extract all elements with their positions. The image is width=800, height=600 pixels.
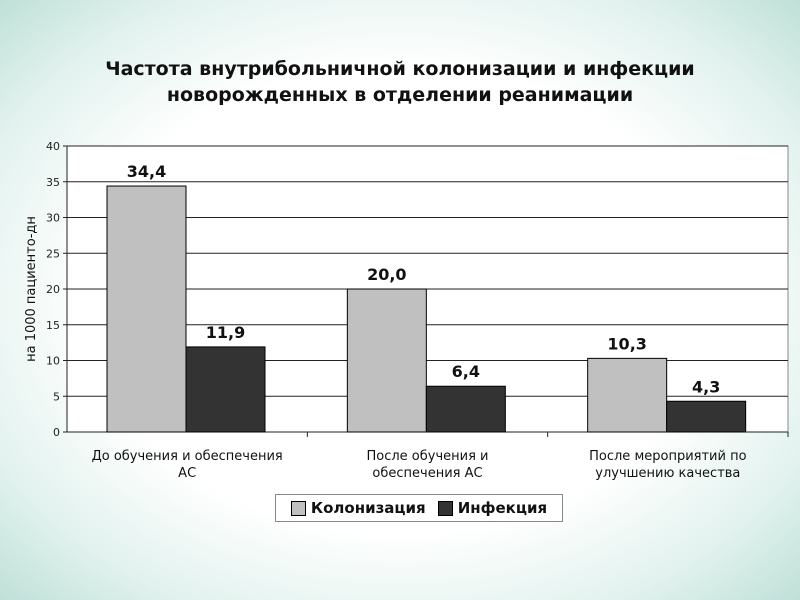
data-label: 20,0: [367, 265, 406, 284]
y-axis-label: на 1000 пациенто-дн: [24, 216, 39, 362]
bars: [106, 185, 747, 433]
legend-swatch-infection: [437, 500, 453, 516]
category-label: обеспечения АС: [372, 466, 482, 481]
category-labels: До обучения и обеспечения АС После обучени…: [92, 449, 747, 481]
chart-title: Частота внутрибольничной колонизации и и…: [60, 56, 740, 108]
y-tick-label: 25: [46, 247, 60, 260]
y-tick-label: 30: [46, 212, 60, 225]
data-label: 10,3: [607, 334, 646, 353]
bar-colonization-2: [346, 288, 427, 433]
bar-colonization-1: [106, 185, 187, 433]
category-label: После обучения и: [366, 449, 488, 464]
bar-infection-2: [425, 385, 506, 433]
bar-colonization-3: [587, 357, 668, 433]
data-labels: 34,4 11,9 20,0 6,4 10,3 4,3: [127, 162, 721, 396]
data-label: 6,4: [452, 362, 480, 381]
y-tick-label: 20: [46, 283, 60, 296]
chart-title-line-2: новорожденных в отделении реанимации: [166, 84, 634, 106]
y-tick-label: 40: [46, 140, 60, 153]
bar-infection-3: [666, 400, 747, 433]
y-tick-label: 10: [46, 355, 60, 368]
legend-swatch-colonization: [290, 500, 306, 516]
chart-title-line-1: Частота внутрибольничной колонизации и и…: [105, 58, 695, 80]
y-tick-label: 35: [46, 176, 60, 189]
legend: Колонизация Инфекция: [275, 494, 563, 522]
category-label: АС: [178, 466, 196, 481]
category-label: улучшению качества: [595, 466, 740, 481]
legend-label-infection: Инфекция: [457, 499, 548, 517]
y-tick-label: 0: [53, 426, 60, 439]
data-label: 34,4: [127, 162, 166, 181]
category-label: После мероприятий по: [589, 449, 746, 464]
y-tick-label: 5: [53, 390, 60, 403]
legend-item-colonization: Колонизация: [290, 499, 426, 517]
data-label: 4,3: [692, 377, 720, 396]
legend-label-colonization: Колонизация: [310, 499, 426, 517]
data-label: 11,9: [206, 323, 245, 342]
category-label: До обучения и обеспечения: [92, 449, 283, 464]
y-tick-label: 15: [46, 319, 60, 332]
legend-item-infection: Инфекция: [437, 499, 548, 517]
bar-infection-1: [185, 346, 266, 433]
